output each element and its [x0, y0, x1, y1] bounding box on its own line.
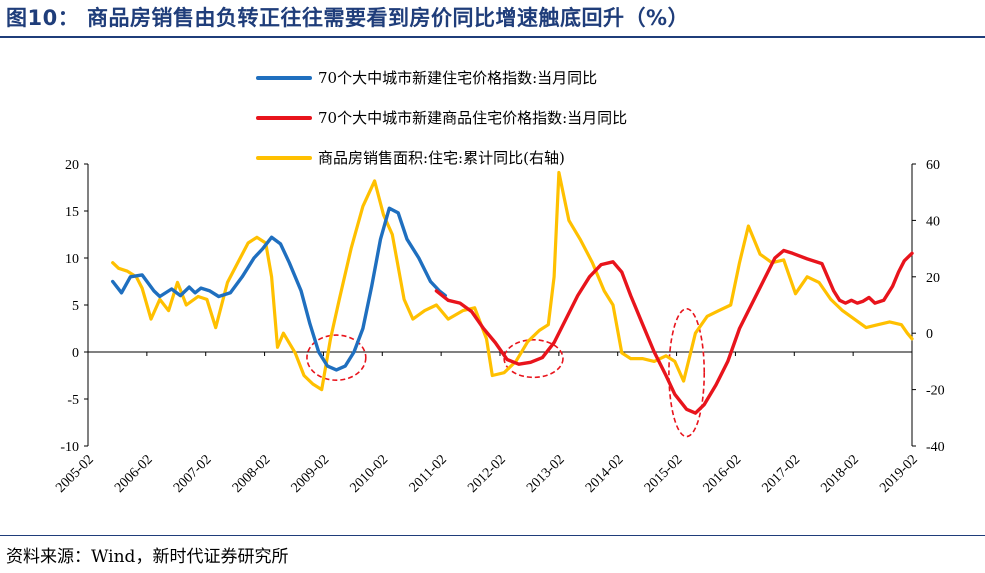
x-tick-label: 2014-02 — [583, 452, 627, 496]
legend: 70个大中城市新建住宅价格指数:当月同比 70个大中城市新建商品住宅价格指数:当月… — [256, 69, 627, 167]
x-tick-label: 2010-02 — [348, 452, 392, 496]
x-tick-label: 2019-02 — [877, 452, 921, 496]
legend-label: 70个大中城市新建商品住宅价格指数:当月同比 — [318, 109, 627, 127]
series-line-yellow — [111, 170, 914, 392]
left-tick-label: 15 — [65, 205, 79, 220]
x-tick-label: 2006-02 — [112, 452, 156, 496]
x-tick-label: 2013-02 — [524, 452, 568, 496]
right-tick-label: 20 — [926, 271, 940, 286]
series-line-blue — [111, 206, 447, 372]
line-chart: 70个大中城市新建住宅价格指数:当月同比 70个大中城市新建商品住宅价格指数:当月… — [53, 69, 944, 496]
x-tick-label: 2017-02 — [760, 452, 804, 496]
left-tick-label: 20 — [65, 158, 79, 173]
left-tick-label: 5 — [72, 299, 79, 314]
right-tick-label: 60 — [926, 158, 940, 173]
x-tick-label: 2005-02 — [53, 452, 97, 496]
left-tick-label: -10 — [60, 440, 79, 455]
right-tick-label: 40 — [926, 214, 940, 229]
footer-rule — [0, 535, 985, 536]
axes: 20 15 10 5 0 -5 -10 60 40 20 0 -20 -40 2005-02 2006-02… — [53, 158, 944, 496]
x-tick-label: 2015-02 — [642, 452, 686, 496]
series-line-red — [434, 248, 914, 415]
right-tick-label: -40 — [926, 440, 945, 455]
left-tick-label: 0 — [72, 346, 79, 361]
plot-area — [111, 170, 914, 438]
right-tick-label: 0 — [926, 327, 933, 342]
x-tick-label: 2007-02 — [171, 452, 215, 496]
x-tick-label: 2012-02 — [465, 452, 509, 496]
chart-title: 图10： 商品房销售由负转正往往需要看到房价同比增速触底回升（%） — [6, 6, 690, 30]
title-rule — [0, 36, 985, 38]
highlight-ellipse — [503, 338, 564, 379]
legend-label: 商品房销售面积:住宅:累计同比(右轴) — [318, 149, 565, 167]
legend-label: 70个大中城市新建住宅价格指数:当月同比 — [318, 69, 597, 87]
highlight-ellipse — [306, 334, 367, 382]
x-tick-label: 2008-02 — [230, 452, 274, 496]
left-tick-label: 10 — [65, 252, 79, 267]
highlight-ellipse — [668, 307, 706, 438]
left-tick-label: -5 — [67, 393, 79, 408]
x-tick-label: 2011-02 — [407, 452, 450, 495]
x-tick-label: 2016-02 — [701, 452, 745, 496]
source-note: 资料来源：Wind，新时代证券研究所 — [6, 547, 289, 567]
right-tick-label: -20 — [926, 384, 945, 399]
x-tick-label: 2009-02 — [289, 452, 333, 496]
x-tick-label: 2018-02 — [818, 452, 862, 496]
